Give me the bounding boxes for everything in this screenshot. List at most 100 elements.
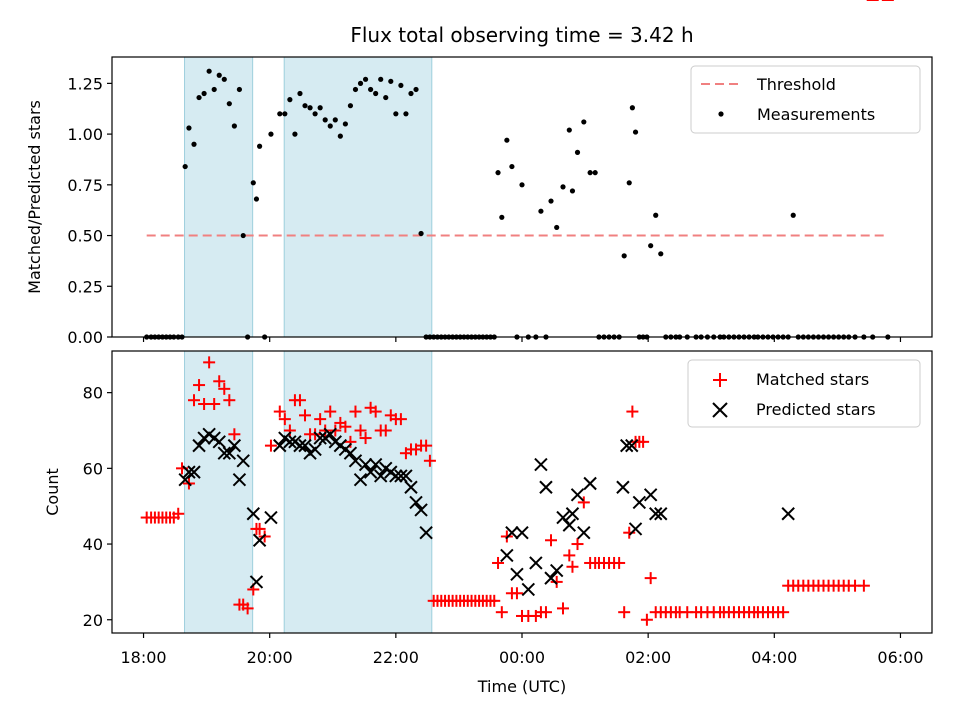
- x-tick-label: 18:00: [120, 648, 166, 667]
- matched-star-point: [314, 413, 327, 426]
- measurement-point: [632, 129, 639, 135]
- matched-star-point: [223, 394, 236, 407]
- matched-star-point: [563, 549, 576, 562]
- measurement-point: [277, 111, 283, 117]
- measurement-point: [418, 230, 424, 237]
- legend-matched-swatch: [713, 373, 727, 387]
- predicted-star-point: [343, 446, 358, 460]
- measurement-point: [332, 117, 338, 123]
- measurement-point: [373, 90, 379, 97]
- matched-star-point: [566, 560, 579, 573]
- measurement-point: [282, 111, 288, 117]
- y-tick-label: 0.00: [67, 328, 103, 347]
- measurement-point: [592, 170, 598, 176]
- matched-star-point: [293, 394, 306, 407]
- measurement-point: [408, 90, 414, 97]
- predicted-star-point: [577, 525, 591, 540]
- y-tick-label: 0.25: [67, 277, 103, 296]
- predicted-star-point: [348, 454, 363, 468]
- measurement-point: [621, 253, 627, 259]
- predicted-star-point: [394, 469, 408, 483]
- y-tick-label: 40: [83, 535, 103, 554]
- measurement-point: [302, 103, 308, 109]
- measurement-point: [587, 170, 593, 176]
- matched-star-point: [369, 405, 382, 418]
- matched-star-point: [626, 405, 639, 418]
- predicted-star-point: [583, 476, 597, 491]
- predicted-star-point: [549, 563, 564, 578]
- predicted-star-point: [544, 571, 558, 585]
- matched-star-point: [623, 526, 636, 539]
- predicted-star-point: [628, 522, 643, 536]
- measurement-point: [216, 72, 222, 78]
- chart-title: Flux total observing time = 3.42 h: [350, 23, 693, 47]
- measurement-point: [257, 143, 263, 149]
- predicted-star-point: [323, 427, 337, 441]
- matched-star-point: [571, 538, 584, 551]
- matched-star-point: [188, 394, 200, 407]
- x-tick-label: 22:00: [373, 648, 419, 667]
- measurement-point: [495, 170, 501, 176]
- matched-star-point: [241, 602, 254, 615]
- measurement-point: [182, 163, 188, 170]
- measurement-point: [538, 208, 544, 214]
- predicted-star-point: [565, 507, 580, 521]
- predicted-star-point: [358, 457, 373, 472]
- matched-star-point: [228, 428, 241, 441]
- measurement-point: [211, 86, 217, 93]
- predicted-star-point: [521, 582, 536, 597]
- predicted-star-point: [534, 457, 548, 472]
- predicted-star-point: [363, 465, 378, 479]
- predicted-star-point: [222, 446, 237, 460]
- predicted-star-point: [227, 438, 242, 453]
- matched-star-point: [550, 575, 563, 588]
- matched-star-point: [349, 405, 362, 418]
- matched-star-point: [545, 534, 558, 547]
- measurement-point: [581, 119, 587, 125]
- measurement-point: [378, 76, 384, 82]
- measurement-point: [368, 86, 374, 93]
- predicted-star-point: [500, 548, 514, 563]
- predicted-star-point: [249, 575, 264, 589]
- measurement-point: [790, 212, 796, 218]
- matched-star-point: [193, 379, 206, 392]
- top-panel: 0.00 0.25 0.50 0.75 1.00 1.25 Matched/Predict…: [25, 56, 933, 347]
- matched-star-point: [203, 356, 216, 369]
- matched-star-point: [394, 413, 407, 426]
- x-tick-label: 00:00: [499, 648, 545, 667]
- matched-star-point: [637, 435, 650, 448]
- matched-star-point: [208, 397, 221, 410]
- predicted-star-point: [273, 438, 287, 453]
- predicted-star-point: [374, 469, 388, 483]
- shaded-interval: [283, 56, 433, 338]
- matched-star-point: [379, 424, 392, 437]
- predicted-star-point: [515, 525, 529, 540]
- x-axis-label: Time (UTC): [477, 677, 566, 696]
- predicted-star-point: [313, 431, 327, 445]
- measurement-point: [499, 214, 505, 220]
- matched-star-point: [283, 424, 296, 437]
- predicted-star-point: [649, 507, 663, 521]
- shaded-interval: [283, 350, 433, 634]
- measurement-point: [186, 125, 192, 131]
- measurement-point: [403, 111, 409, 117]
- matched-star-point: [618, 606, 631, 619]
- measurement-point: [554, 224, 560, 231]
- matched-star-point: [644, 572, 657, 585]
- matched-star-point: [577, 496, 590, 509]
- measurement-point: [629, 105, 635, 111]
- matched-star-point: [857, 579, 870, 592]
- predicted-star-point: [232, 472, 247, 487]
- matched-star-point: [198, 397, 211, 410]
- matched-star-point: [324, 405, 337, 418]
- predicted-star-point: [236, 454, 250, 468]
- shaded-interval: [184, 56, 254, 338]
- top-legend-box: [690, 65, 921, 134]
- predicted-star-point: [404, 480, 418, 494]
- matched-star-point: [492, 556, 505, 569]
- measurement-point: [191, 141, 197, 147]
- y-tick-label: 0.50: [67, 227, 103, 246]
- predicted-star-point: [625, 438, 639, 453]
- legend-measurements-swatch: [718, 111, 724, 117]
- predicted-star-point: [192, 438, 206, 453]
